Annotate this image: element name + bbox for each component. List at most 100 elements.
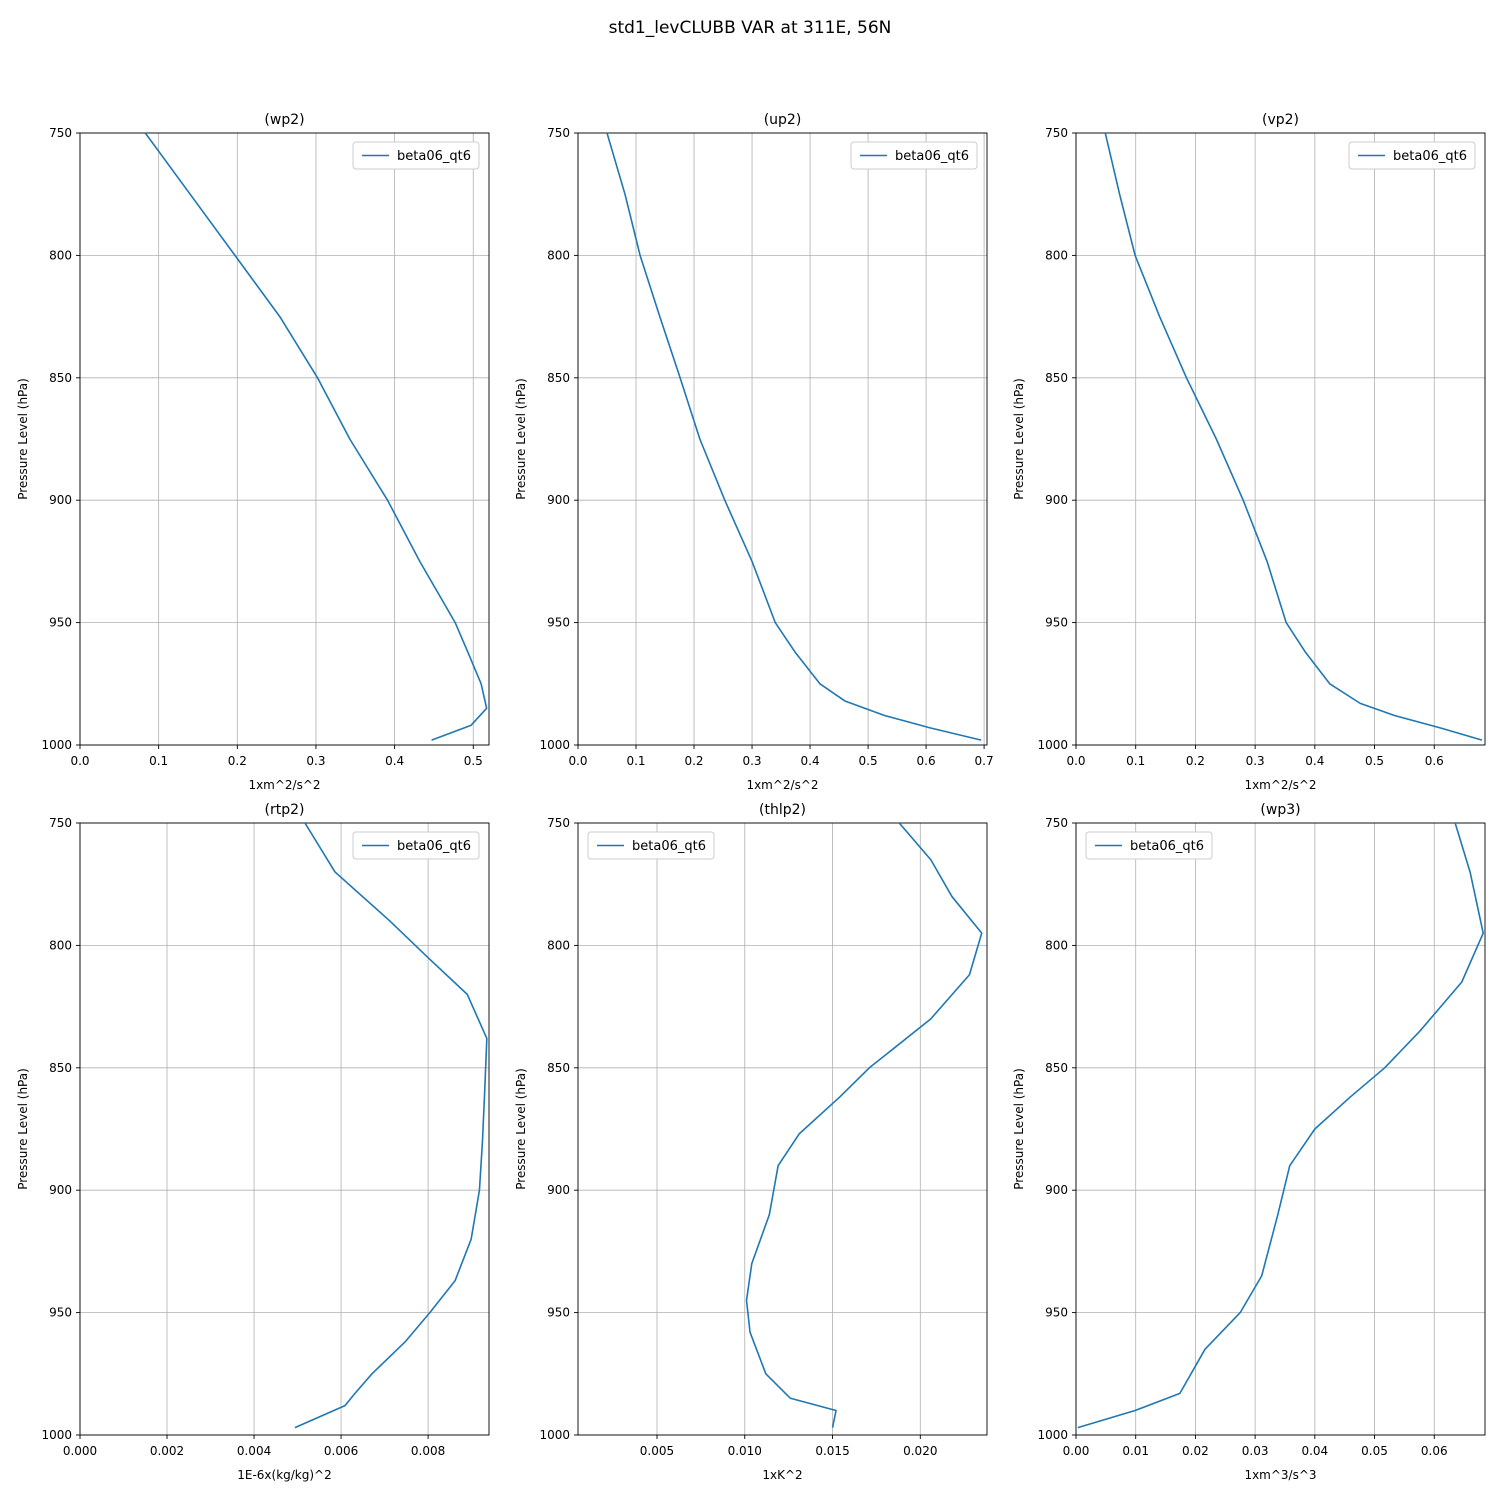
x-tick-label: 0.2 [1186, 754, 1205, 768]
x-axis-label: 1xm^2/s^2 [1244, 778, 1316, 792]
y-tick-label: 800 [547, 248, 570, 262]
y-tick-label: 950 [547, 616, 570, 630]
subplot-wp3: 0.00 0.01 0.02 0.03 0.04 0.05 0.06 750 800 850 900… [1012, 802, 1486, 1482]
y-axis-label: Pressure Level (hPa) [1012, 378, 1026, 500]
x-tick-label: 0.6 [917, 754, 936, 768]
plot-background [1076, 823, 1485, 1435]
y-tick-label: 850 [49, 371, 72, 385]
x-axis-label: 1E-6x(kg/kg)^2 [237, 1468, 332, 1482]
plot-background [578, 823, 987, 1435]
x-tick-label: 0.2 [684, 754, 703, 768]
subplot-title: (vp2) [1262, 112, 1299, 128]
legend-box [850, 141, 978, 170]
series-line-vp2 [1104, 133, 1483, 741]
x-axis-label: 1xm^2/s^2 [746, 778, 818, 792]
y-tick-label: 950 [49, 1306, 72, 1320]
x-axis-label: 1xK^2 [762, 1468, 802, 1482]
legend-label: beta06_qt6 [1393, 149, 1467, 164]
x-tick-label: 0.02 [1182, 1444, 1209, 1458]
axes-frame [1075, 132, 1486, 746]
plot-background [80, 823, 489, 1435]
y-tick-label: 800 [49, 248, 72, 262]
y-tick-label: 900 [547, 1183, 570, 1197]
y-tick-label: 1000 [1037, 738, 1068, 752]
x-tick-label: 0.7 [975, 754, 994, 768]
legend-box [352, 141, 480, 170]
y-axis-label: Pressure Level (hPa) [16, 378, 30, 500]
legend-box [587, 831, 715, 860]
y-tick-label: 850 [49, 1061, 72, 1075]
y-tick-label: 800 [1045, 248, 1068, 262]
y-tick-label: 1000 [41, 1428, 72, 1442]
series-line-thlp2 [745, 823, 983, 1428]
figure-title: std1_levCLUBB VAR at 311E, 56N [608, 18, 892, 38]
x-tick-label: 0.4 [385, 754, 404, 768]
legend-label: beta06_qt6 [397, 839, 471, 854]
y-tick-label: 950 [1045, 616, 1068, 630]
x-tick-label: 0.0 [70, 754, 89, 768]
x-tick-label: 0.5 [859, 754, 878, 768]
x-tick-label: 0.002 [150, 1444, 184, 1458]
subplot-vp2: 0.0 0.1 0.2 0.3 0.4 0.5 0.6 750 800 850 900 950 1000… [1012, 112, 1486, 792]
y-tick-label: 900 [49, 1183, 72, 1197]
y-tick-label: 900 [1045, 1183, 1068, 1197]
x-tick-label: 0.005 [640, 1444, 674, 1458]
y-tick-label: 950 [1045, 1306, 1068, 1320]
y-tick-label: 850 [547, 371, 570, 385]
y-tick-label: 750 [1045, 816, 1068, 830]
x-tick-label: 0.01 [1122, 1444, 1149, 1458]
series-line-up2 [606, 133, 982, 741]
plot-background [578, 133, 987, 745]
x-tick-label: 0.004 [237, 1444, 271, 1458]
y-axis-label: Pressure Level (hPa) [514, 378, 528, 500]
plot-background [1076, 133, 1485, 745]
x-tick-label: 0.00 [1063, 1444, 1090, 1458]
y-tick-label: 950 [49, 616, 72, 630]
y-tick-label: 1000 [1037, 1428, 1068, 1442]
axes-frame [1075, 822, 1486, 1436]
x-tick-label: 0.06 [1421, 1444, 1448, 1458]
x-tick-label: 0.5 [1365, 754, 1384, 768]
plot-background [80, 133, 489, 745]
y-tick-label: 900 [1045, 493, 1068, 507]
x-tick-label: 0.015 [815, 1444, 849, 1458]
legend-label: beta06_qt6 [632, 839, 706, 854]
x-tick-label: 0.04 [1301, 1444, 1328, 1458]
axes-frame [577, 132, 988, 746]
y-axis-label: Pressure Level (hPa) [16, 1068, 30, 1190]
y-axis-label: Pressure Level (hPa) [514, 1068, 528, 1190]
subplot-title: (rtp2) [265, 802, 305, 818]
x-tick-label: 0.0 [568, 754, 587, 768]
x-tick-label: 0.1 [626, 754, 645, 768]
y-tick-label: 750 [49, 816, 72, 830]
subplot-title: (thlp2) [759, 802, 806, 818]
y-tick-label: 900 [547, 493, 570, 507]
x-axis-label: 1xm^2/s^2 [248, 778, 320, 792]
legend-box [352, 831, 480, 860]
x-tick-label: 0.010 [728, 1444, 762, 1458]
x-tick-label: 0.006 [324, 1444, 358, 1458]
x-tick-label: 0.4 [801, 754, 820, 768]
x-tick-label: 0.4 [1305, 754, 1324, 768]
axes-frame [79, 822, 490, 1436]
x-tick-label: 0.6 [1425, 754, 1444, 768]
subplot-title: (up2) [764, 112, 802, 128]
x-tick-label: 0.1 [1126, 754, 1145, 768]
x-tick-label: 0.2 [228, 754, 247, 768]
y-tick-label: 750 [1045, 126, 1068, 140]
subplot-thlp2: 0.005 0.010 0.015 0.020 750 800 850 900 950 1000 (… [514, 802, 988, 1482]
y-tick-label: 850 [1045, 371, 1068, 385]
x-tick-label: 0.0 [1066, 754, 1085, 768]
subplot-up2: 0.0 0.1 0.2 0.3 0.4 0.5 0.6 0.7 750 800 850 900 950 1… [514, 112, 994, 792]
y-tick-label: 850 [547, 1061, 570, 1075]
series-line-wp3 [1077, 823, 1485, 1429]
x-axis-label: 1xm^3/s^3 [1244, 1468, 1316, 1482]
x-tick-label: 0.3 [742, 754, 761, 768]
series-line-wp2 [144, 133, 488, 741]
x-tick-label: 0.000 [63, 1444, 97, 1458]
y-axis-label: Pressure Level (hPa) [1012, 1068, 1026, 1190]
legend-label: beta06_qt6 [397, 149, 471, 164]
x-tick-label: 0.020 [903, 1444, 937, 1458]
y-tick-label: 800 [547, 938, 570, 952]
